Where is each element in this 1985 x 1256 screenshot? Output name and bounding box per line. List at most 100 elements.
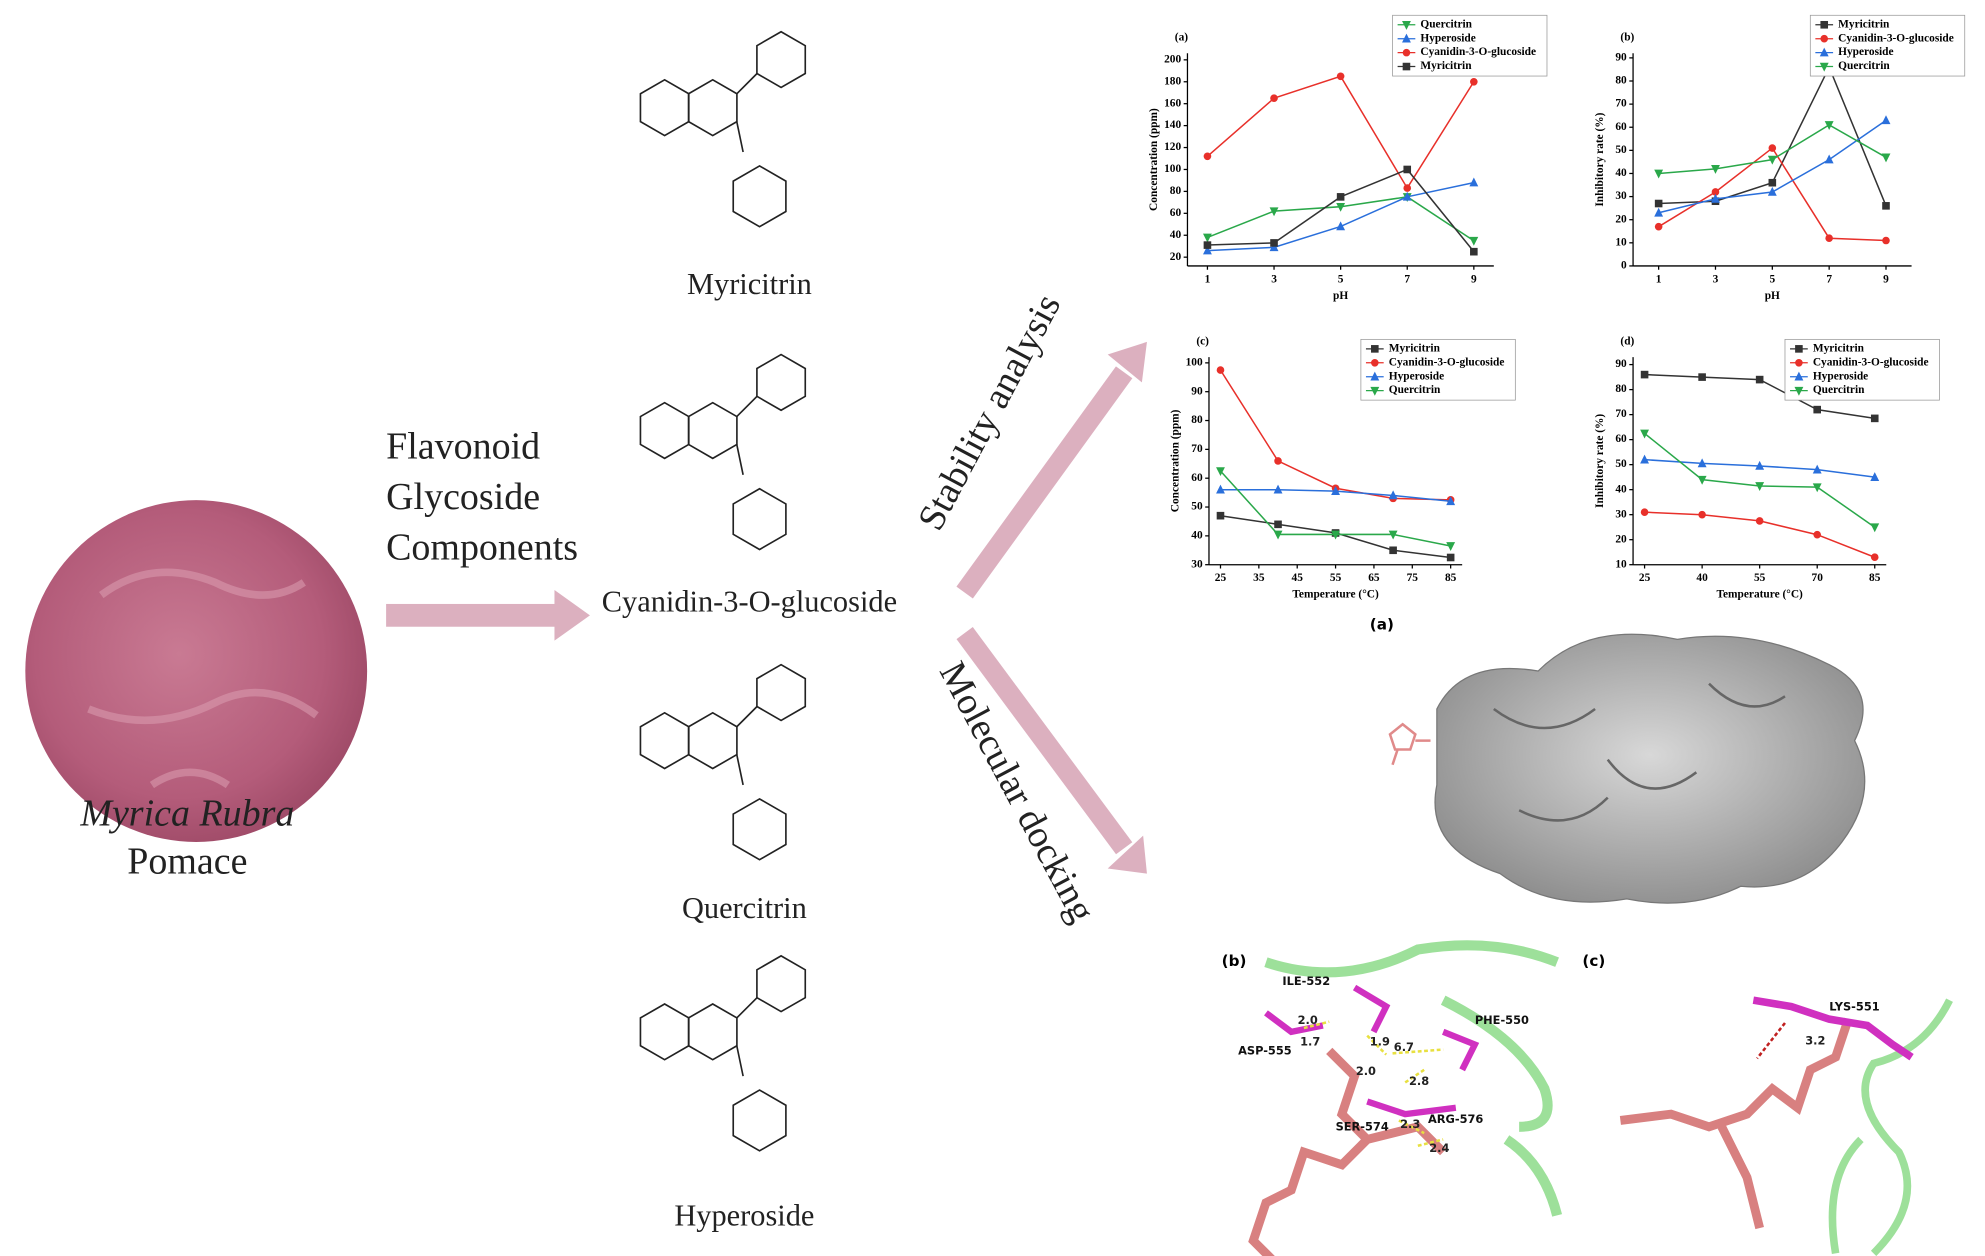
point: [1813, 405, 1822, 414]
arrow: [956, 366, 1133, 599]
ring: [732, 487, 787, 551]
y-tick-label: 60: [1191, 472, 1203, 484]
distance-label: 2.4: [1429, 1141, 1449, 1155]
ring: [756, 954, 807, 1013]
hbond: [1303, 1020, 1444, 1147]
point: [1216, 366, 1225, 374]
point: [1755, 517, 1764, 525]
point: [1273, 530, 1283, 540]
point: [1824, 154, 1834, 164]
legend: Myricitrin Cyanidin-3-O-glucoside Hyperosi…: [1784, 338, 1940, 401]
residue-label: LYS-551: [1829, 999, 1879, 1013]
ring: [639, 1003, 690, 1061]
x-tick-label: 5: [1338, 273, 1344, 285]
point: [1216, 484, 1225, 494]
point: [1403, 184, 1412, 192]
x-tick-label: 40: [1696, 572, 1708, 584]
point: [1654, 199, 1663, 208]
point: [1203, 245, 1212, 255]
docking-b: [1248, 940, 1563, 1256]
x-tick-label: 1: [1656, 273, 1662, 285]
point: [1870, 472, 1880, 481]
x-tick-label: 7: [1826, 273, 1832, 285]
point: [1216, 467, 1225, 477]
point: [1402, 20, 1411, 30]
y-tick-label: 30: [1615, 508, 1627, 520]
ring: [732, 1089, 787, 1152]
series-line: [1206, 75, 1475, 190]
source-name: Myrica Rubra: [79, 792, 294, 834]
y-tick-label: 90: [1615, 358, 1627, 370]
point: [1820, 34, 1829, 43]
residue-sticks: [1264, 984, 1480, 1118]
point: [1820, 20, 1829, 29]
arrow: [956, 627, 1133, 855]
bond: [735, 444, 744, 475]
ligand: [1388, 722, 1431, 766]
point: [1795, 345, 1803, 353]
x-tick-label: 85: [1869, 572, 1881, 584]
point: [1389, 546, 1397, 555]
x-axis-label: pH: [1765, 290, 1780, 302]
legend-label: Quercitrin: [1838, 60, 1890, 72]
legend: Myricitrin Cyanidin-3-O-glucoside Hyperosi…: [1360, 338, 1516, 401]
docking-labels: (a) (b) (c): [1222, 615, 1606, 970]
legend-label: Cyanidin-3-O-glucoside: [1389, 356, 1505, 368]
chart: 20 40 60 80 100 120 140 160 180 200 1 3 5 7 9 pH Concent…: [1148, 14, 1548, 302]
point: [1767, 155, 1777, 165]
distance-label: 2.0: [1356, 1064, 1376, 1078]
panel-label: (b): [1620, 32, 1634, 44]
point: [1824, 121, 1834, 130]
point: [1336, 202, 1346, 212]
x-tick-label: 25: [1639, 572, 1651, 584]
x-tick-label: 25: [1215, 572, 1227, 584]
point: [1640, 370, 1649, 379]
distance-label: 2.3: [1400, 1117, 1420, 1131]
point: [1711, 165, 1720, 174]
legend-label: Quercitrin: [1420, 18, 1472, 30]
bond: [736, 997, 758, 1019]
point: [1825, 234, 1833, 242]
series-line: [1658, 119, 1887, 214]
bond: [736, 72, 758, 95]
legend-label: Myricitrin: [1389, 342, 1441, 354]
panel-label: (b): [1222, 952, 1247, 970]
legend-label: Myricitrin: [1420, 60, 1472, 72]
point: [1755, 460, 1765, 470]
ring: [732, 164, 787, 228]
y-tick-label: 10: [1615, 236, 1627, 248]
point: [1711, 188, 1720, 196]
residue-labels: ILE-552 PHE-550 ASP-555 SER-574 ARG-576 …: [1238, 974, 1880, 1155]
point: [1203, 233, 1212, 243]
x-tick-label: 55: [1754, 572, 1766, 584]
legend-label: Cyanidin-3-O-glucoside: [1813, 356, 1929, 368]
series-line: [1207, 181, 1474, 252]
ligand-sticks: [1619, 1017, 1853, 1230]
panel-label: (c): [1582, 952, 1605, 970]
point: [1203, 152, 1212, 161]
hbond: [1756, 1022, 1786, 1060]
ring: [756, 353, 807, 412]
y-tick-label: 40: [1615, 167, 1627, 179]
point: [1273, 484, 1283, 494]
legend-label: Quercitrin: [1813, 384, 1865, 396]
protein-surface: [1434, 633, 1866, 904]
ring: [639, 78, 690, 137]
y-tick-label: 70: [1615, 408, 1627, 420]
legend-box: [1809, 14, 1966, 77]
point: [1795, 358, 1803, 367]
point: [1767, 186, 1777, 196]
point: [1470, 77, 1478, 86]
y-tick-label: 80: [1191, 414, 1203, 426]
point: [1882, 236, 1890, 245]
point: [1469, 236, 1479, 246]
y-tick-label: 70: [1191, 443, 1203, 455]
x-axis-label: pH: [1333, 290, 1348, 302]
point: [1270, 94, 1278, 103]
y-tick-label: 50: [1615, 458, 1627, 470]
y-tick-label: 60: [1170, 207, 1182, 219]
y-tick-label: 50: [1191, 501, 1203, 513]
ring: [687, 401, 738, 460]
point: [1812, 483, 1822, 493]
